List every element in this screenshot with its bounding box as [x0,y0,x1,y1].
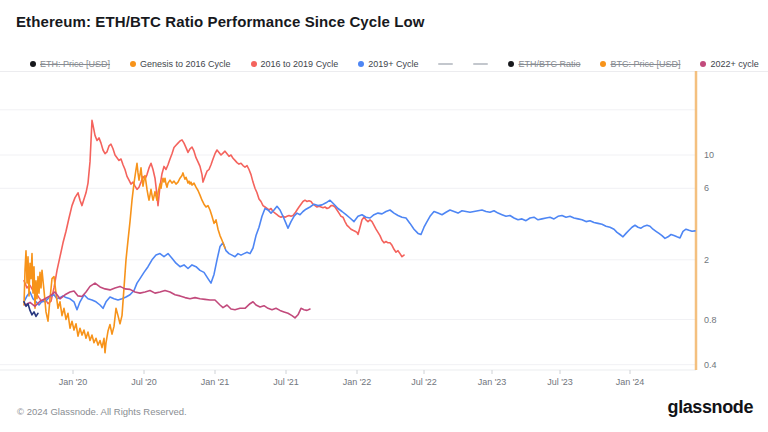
y-axis-label: 0.8 [704,315,717,325]
x-axis-label: Jan '20 [59,377,88,387]
x-axis-label: Jul '23 [547,377,573,387]
x-axis-label: Jan '23 [478,377,507,387]
glassnode-logo: glassnode [668,397,753,418]
x-axis-label: Jan '21 [201,377,230,387]
copyright-text: © 2024 Glassnode. All Rights Reserved. [17,406,187,417]
x-axis-label: Jul '20 [131,377,157,387]
x-axis-label: Jul '22 [411,377,437,387]
eth-btc-ratio-chart[interactable]: Jan '20 Jul '20 Jan '21 Jul '21 Jan '22 Jul '… [0,0,768,432]
y-axis-label: 0.4 [704,360,717,370]
y-axis-label: 10 [704,150,714,160]
series-line-genesis-to-2016-cycle[interactable] [24,163,225,352]
x-axis-label: Jan '22 [343,377,372,387]
series-line-2019-cycle[interactable] [24,200,695,310]
x-axis-label: Jan '24 [616,377,645,387]
y-axis-label: 2 [704,255,709,265]
glassnode-chart-page: Ethereum: ETH/BTC Ratio Performance Sinc… [0,0,768,432]
y-axis-label: 6 [704,183,709,193]
x-axis-label: Jul '21 [273,377,299,387]
